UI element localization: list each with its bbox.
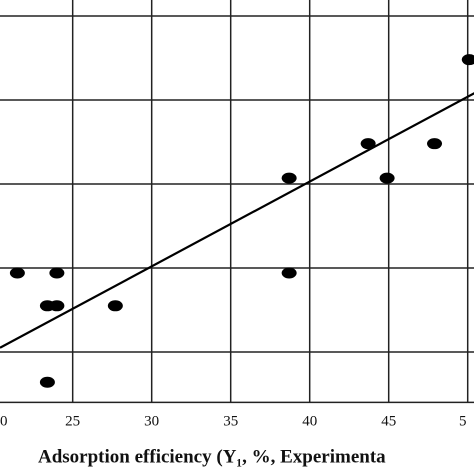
x-tick-label: 40 [302,413,317,429]
x-tick-label: 5 [459,413,467,429]
data-point [49,300,65,312]
data-point [107,300,123,312]
data-point [427,138,443,150]
x-tick-label: 25 [65,413,80,429]
data-point [49,267,65,279]
x-tick-label: 35 [223,413,238,429]
x-tick-label: 0 [0,413,7,429]
data-point [9,267,25,279]
fit-line [0,92,474,349]
x-tick-label: 30 [144,413,159,429]
data-point [281,172,297,184]
data-point [360,138,376,150]
data-point [461,54,474,66]
x-tick-label: 45 [381,413,396,429]
data-point [281,267,297,279]
data-point [39,376,55,388]
x-axis-label: Adsorption efficiency (Y₁, %, Experiment… [38,446,386,467]
data-point [379,172,395,184]
